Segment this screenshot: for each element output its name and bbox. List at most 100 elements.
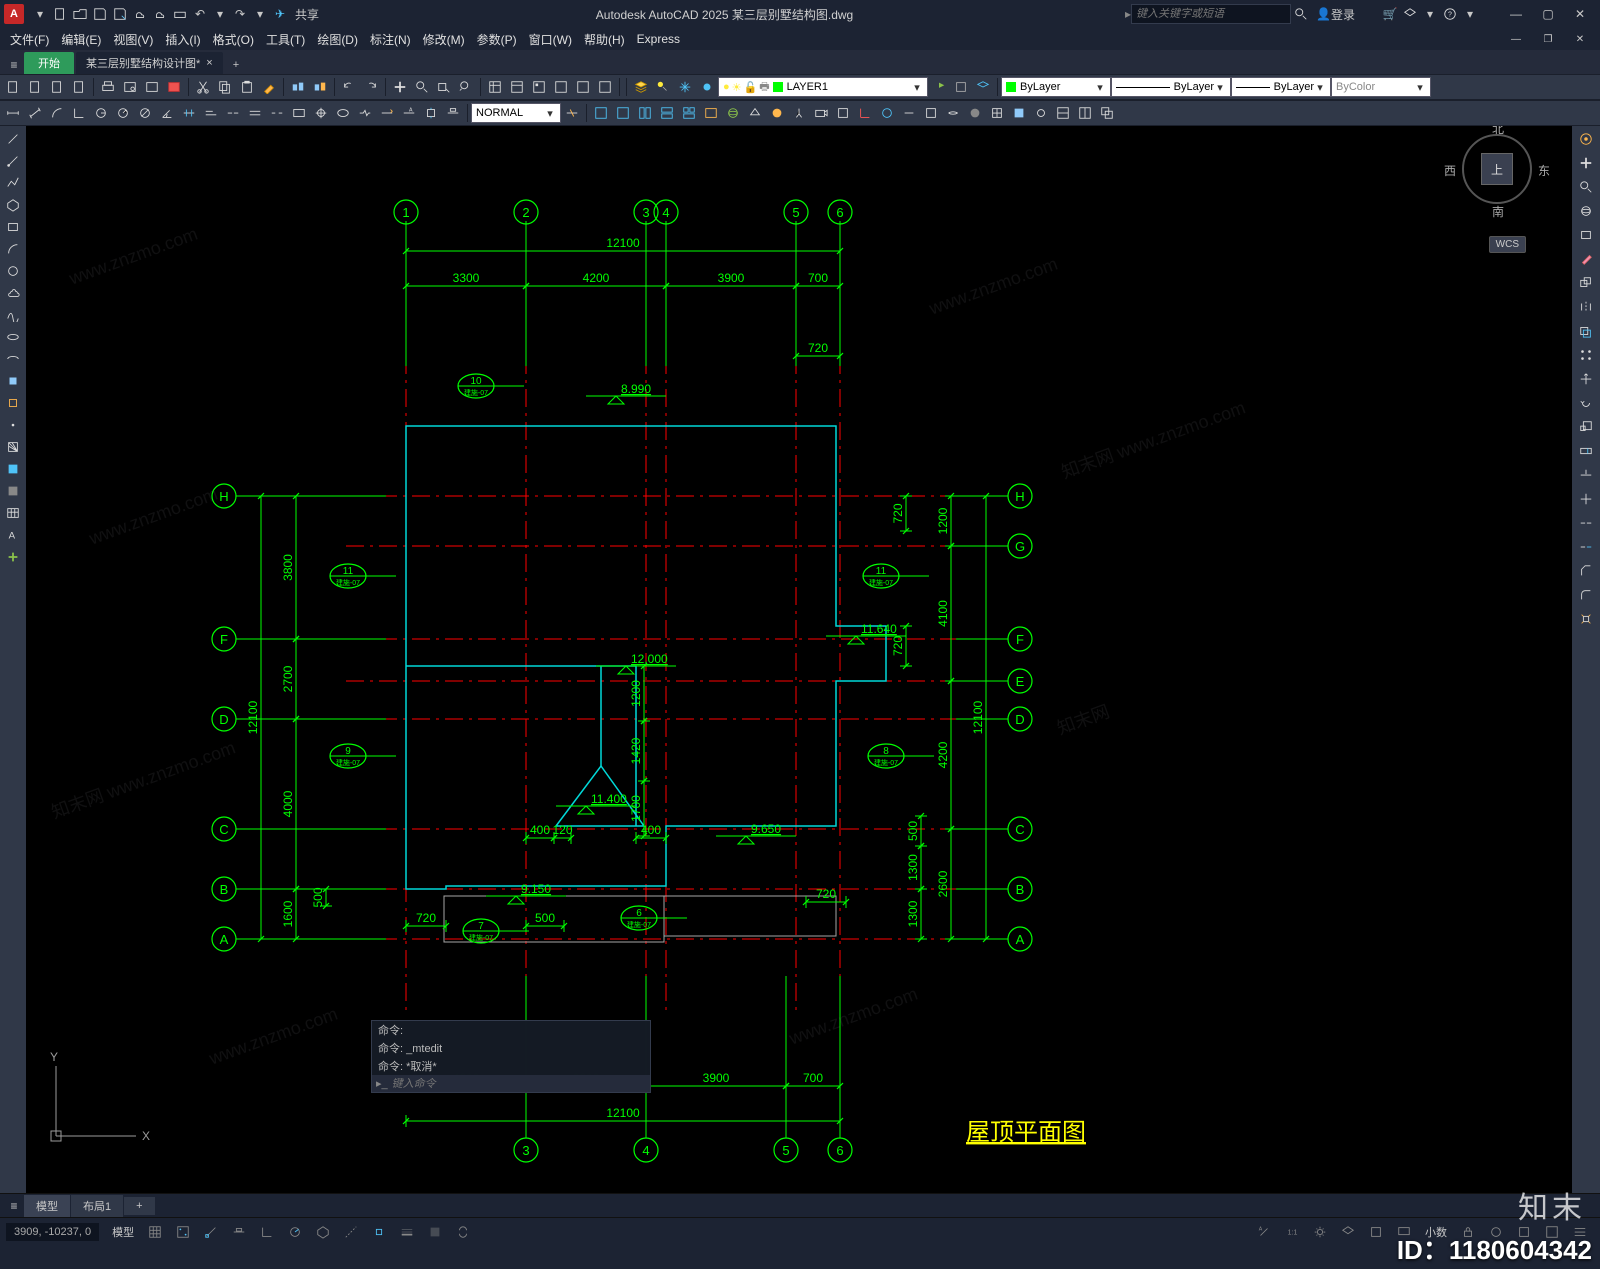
redo2-icon[interactable]	[360, 76, 382, 98]
tab-close-icon[interactable]: ×	[206, 57, 212, 69]
status-grid-icon[interactable]	[142, 1221, 168, 1243]
color-combo[interactable]: ByLayer ▾	[1001, 77, 1111, 97]
ucs-world-icon[interactable]	[876, 102, 898, 124]
layer-filter-icon[interactable]	[652, 76, 674, 98]
qc-icon[interactable]	[594, 76, 616, 98]
pline-icon[interactable]	[1, 172, 25, 194]
modify-fillet-icon[interactable]	[1574, 584, 1598, 606]
undo-icon[interactable]: ↶	[191, 5, 209, 23]
triangle-down-icon[interactable]: ▾	[1421, 5, 1439, 23]
ellipse-icon[interactable]	[1, 326, 25, 348]
modify-copy-icon[interactable]	[1574, 272, 1598, 294]
redo-icon[interactable]: ↷	[231, 5, 249, 23]
modify-explode-icon[interactable]	[1574, 608, 1598, 630]
hatch-icon[interactable]	[1, 436, 25, 458]
region-icon[interactable]	[1, 480, 25, 502]
save-icon[interactable]	[91, 5, 109, 23]
menu-item[interactable]: 格式(O)	[207, 29, 260, 49]
zoomwin-icon[interactable]	[433, 76, 455, 98]
triangle-down-icon[interactable]: ▾	[1461, 5, 1479, 23]
3ddwf-icon[interactable]	[163, 76, 185, 98]
modify-extend-icon[interactable]	[1574, 488, 1598, 510]
saveas-icon[interactable]	[68, 76, 90, 98]
cascade-icon[interactable]	[1096, 102, 1118, 124]
dim-angular-icon[interactable]	[156, 102, 178, 124]
pan-icon[interactable]	[389, 76, 411, 98]
model-space-button[interactable]: 模型	[106, 1221, 140, 1243]
dim-jog-icon[interactable]	[112, 102, 134, 124]
modify-break-icon[interactable]	[1574, 512, 1598, 534]
circle-icon[interactable]	[1, 260, 25, 282]
vp-poly-icon[interactable]	[634, 102, 656, 124]
arc-icon[interactable]	[1, 238, 25, 260]
ucs-face-icon[interactable]	[920, 102, 942, 124]
layer-manager-icon[interactable]	[630, 76, 652, 98]
send-icon[interactable]: ✈	[271, 5, 289, 23]
modify-join-icon[interactable]	[1574, 536, 1598, 558]
modify-scale-icon[interactable]	[1574, 416, 1598, 438]
menu-item[interactable]: 编辑(E)	[55, 29, 107, 49]
add-sel-icon[interactable]	[1, 546, 25, 568]
wcs-badge[interactable]: WCS	[1489, 236, 1526, 253]
nav-pan-icon[interactable]	[1574, 152, 1598, 174]
dim-quick-icon[interactable]	[178, 102, 200, 124]
nav-orbit-icon[interactable]	[1574, 200, 1598, 222]
status-otrack-icon[interactable]	[338, 1221, 364, 1243]
dim-update-icon[interactable]	[420, 102, 442, 124]
doc-restore-icon[interactable]: ❐	[1532, 29, 1564, 49]
modify-array-icon[interactable]	[1574, 344, 1598, 366]
layer-combo[interactable]: ● ☀ 🔓 🖶 LAYER1 ▾	[718, 77, 928, 97]
tab-layout-plus[interactable]: +	[124, 1197, 154, 1215]
ellipse-arc-icon[interactable]	[1, 348, 25, 370]
menu-item[interactable]: 视图(V)	[107, 29, 159, 49]
inspect-icon[interactable]	[332, 102, 354, 124]
tab-plus-icon[interactable]: +	[225, 56, 247, 74]
ucs-prev-icon[interactable]	[898, 102, 920, 124]
status-scale-icon[interactable]: 1:1	[1279, 1221, 1305, 1243]
search-icon[interactable]	[1292, 5, 1310, 23]
dim-linear-icon[interactable]	[2, 102, 24, 124]
dim-aligned-icon[interactable]	[24, 102, 46, 124]
status-ws-icon[interactable]	[1363, 1221, 1389, 1243]
viewport-icon[interactable]	[590, 102, 612, 124]
status-infer-icon[interactable]	[198, 1221, 224, 1243]
help-icon[interactable]: ?	[1441, 5, 1459, 23]
paste-icon[interactable]	[236, 76, 258, 98]
center-mark-icon[interactable]	[310, 102, 332, 124]
status-annovisible-icon[interactable]	[1335, 1221, 1361, 1243]
preview-icon[interactable]	[119, 76, 141, 98]
dim-edit-icon[interactable]	[376, 102, 398, 124]
layer-iso-icon[interactable]	[972, 76, 994, 98]
tile-h-icon[interactable]	[1052, 102, 1074, 124]
visual-style-icon[interactable]	[744, 102, 766, 124]
new-icon[interactable]	[2, 76, 24, 98]
saveas-icon[interactable]	[111, 5, 129, 23]
render-icon[interactable]	[766, 102, 788, 124]
walk-icon[interactable]	[788, 102, 810, 124]
modify-offset-icon[interactable]	[1574, 320, 1598, 342]
make-block-icon[interactable]	[1, 392, 25, 414]
jogline-icon[interactable]	[354, 102, 376, 124]
cloud-save-icon[interactable]	[151, 5, 169, 23]
cut-icon[interactable]	[192, 76, 214, 98]
plot-icon[interactable]	[171, 5, 189, 23]
copy-icon[interactable]	[214, 76, 236, 98]
dim-radius-icon[interactable]	[90, 102, 112, 124]
dim-continue-icon[interactable]	[222, 102, 244, 124]
nav-showmotion-icon[interactable]	[1574, 224, 1598, 246]
wireframe-icon[interactable]	[986, 102, 1008, 124]
conceptual-icon[interactable]	[1008, 102, 1030, 124]
tab-start[interactable]: 开始	[24, 52, 74, 74]
dim-tedit-icon[interactable]: A	[398, 102, 420, 124]
menu-item[interactable]: 窗口(W)	[523, 29, 578, 49]
modify-mirror-icon[interactable]	[1574, 296, 1598, 318]
zoom-icon[interactable]	[411, 76, 433, 98]
nav-top[interactable]: 上	[1481, 153, 1513, 185]
new-icon[interactable]	[51, 5, 69, 23]
table-icon[interactable]	[1, 502, 25, 524]
layer-state-icon[interactable]	[950, 76, 972, 98]
camera-icon[interactable]	[810, 102, 832, 124]
dim-ordinate-icon[interactable]	[68, 102, 90, 124]
status-gear-icon[interactable]	[1307, 1221, 1333, 1243]
motion-icon[interactable]	[832, 102, 854, 124]
